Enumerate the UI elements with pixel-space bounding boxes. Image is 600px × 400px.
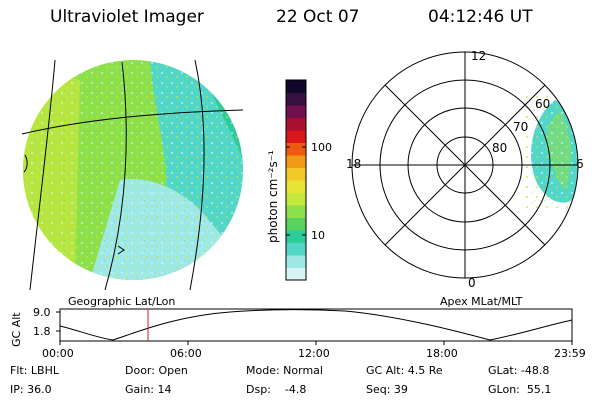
earth-disk-image <box>21 59 244 291</box>
color-bar-segment <box>286 142 306 156</box>
color-bar-segment <box>286 205 306 218</box>
colorbar-tick-100: 100 <box>311 141 332 154</box>
status-glon: GLon: 55.1 <box>488 383 552 396</box>
color-bar-segment <box>286 105 306 118</box>
color-bar-segment <box>286 80 306 93</box>
altitude-xtick: 18:00 <box>426 347 458 360</box>
mlat-label-70: 70 <box>513 120 529 134</box>
status-dsp: Dsp: -4.8 <box>246 383 307 396</box>
status-ip: IP: 36.0 <box>10 383 52 396</box>
status-filter: Flt: LBHL <box>10 364 59 377</box>
observation-time: 04:12:46 UT <box>428 7 533 27</box>
observation-date: 22 Oct 07 <box>276 7 360 27</box>
color-bar-segment <box>286 180 306 193</box>
altitude-plot <box>56 308 573 345</box>
mlt-label-12: 12 <box>471 49 487 63</box>
latitude-line <box>21 109 244 135</box>
color-bar-frame <box>285 79 307 281</box>
altitude-xtick: 06:00 <box>170 347 202 360</box>
altitude-xtick: 12:00 <box>298 347 330 360</box>
color-bar-segment <box>286 255 306 268</box>
altitude-xtick: 23:59 <box>554 347 586 360</box>
status-gc-alt: GC Alt: 4.5 Re <box>366 364 443 377</box>
color-bar-segment <box>286 217 306 231</box>
color-bar-segment <box>286 242 306 256</box>
altitude-ytick: 1.8 <box>33 325 51 338</box>
polar-plot <box>351 51 579 279</box>
mlt-label-6: 6 <box>576 157 584 171</box>
color-bar-segment <box>286 192 306 206</box>
mlat-label-80: 80 <box>492 141 508 155</box>
mlat-label-60: 60 <box>535 97 551 111</box>
longitude-line <box>104 61 127 291</box>
status-gain: Gain: 14 <box>125 383 172 396</box>
colorbar-unit-label: photon cm⁻²s⁻¹ <box>266 150 280 243</box>
color-bar-segment <box>286 230 306 243</box>
status-seq: Seq: 39 <box>366 383 408 396</box>
color-bar-segment <box>286 167 306 181</box>
mlt-label-18: 18 <box>346 157 362 171</box>
color-bar-ticks <box>286 146 306 236</box>
color-bar <box>285 79 307 281</box>
color-bar-segment <box>286 267 306 281</box>
longitude-line <box>189 59 205 291</box>
altitude-ylabel: GC Alt <box>10 312 23 347</box>
color-bar-segment <box>286 130 306 143</box>
longitude-line <box>29 59 56 291</box>
instrument-title: Ultraviolet Imager <box>50 7 204 27</box>
altitude-xtick: 00:00 <box>42 347 74 360</box>
colorbar-tick-10: 10 <box>311 229 325 242</box>
color-bar-segment <box>286 117 306 131</box>
earth-projection-label: Geographic Lat/Lon <box>68 295 176 308</box>
color-bar-segment <box>286 155 306 168</box>
polar-projection-label: Apex MLat/MLT <box>440 295 523 308</box>
status-glat: GLat: -48.8 <box>488 364 550 377</box>
status-door: Door: Open <box>125 364 188 377</box>
color-bar-segment <box>286 92 306 106</box>
mlt-label-0: 0 <box>468 276 476 290</box>
altitude-ytick: 9.0 <box>33 306 51 319</box>
status-mode: Mode: Normal <box>246 364 323 377</box>
